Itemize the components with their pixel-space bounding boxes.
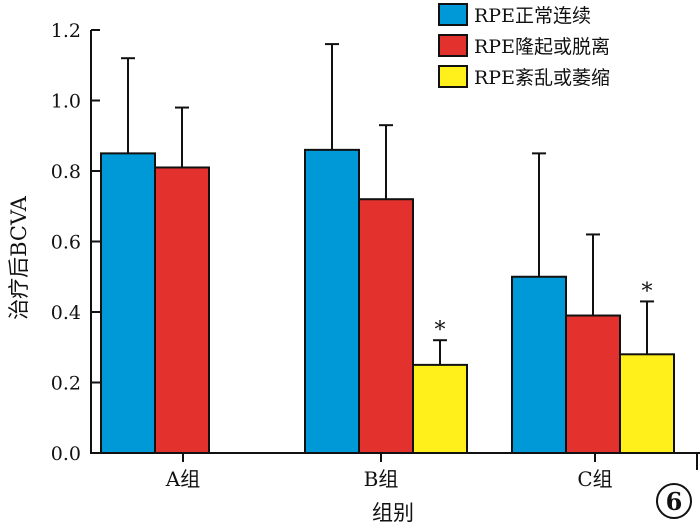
significance-marker: * xyxy=(435,318,446,343)
y-tick-label: 0.6 xyxy=(51,232,81,254)
badge-label: 6 xyxy=(666,487,683,516)
x-axis-title: 组别 xyxy=(372,501,414,525)
legend-label: RPE正常连续 xyxy=(474,5,591,27)
bar xyxy=(358,198,414,454)
bar xyxy=(511,275,567,454)
y-axis-title: 治疗后BCVA xyxy=(7,195,31,320)
error-bars: ** xyxy=(121,43,654,365)
y-tick-label: 1.0 xyxy=(51,91,81,113)
legend-swatch xyxy=(438,34,468,57)
legend-swatch xyxy=(438,3,468,26)
legend-label: RPE紊乱或萎缩 xyxy=(474,67,610,89)
x-tick-label: C组 xyxy=(577,467,612,491)
badge-circle xyxy=(656,483,692,519)
legend-swatch xyxy=(438,65,468,88)
bar xyxy=(619,353,675,454)
x-tick-label: B组 xyxy=(364,467,399,491)
significance-marker: * xyxy=(642,279,653,304)
y-tick-label: 0.0 xyxy=(51,443,81,465)
y-tick-label: 1.2 xyxy=(51,20,81,42)
y-tick-label: 0.8 xyxy=(51,161,81,183)
bar xyxy=(154,166,210,454)
figure-number-badge: 6 xyxy=(656,483,692,519)
y-tick-label: 0.2 xyxy=(51,373,81,395)
y-tick-label: 0.4 xyxy=(51,302,81,324)
x-tick-label: A组 xyxy=(165,467,200,491)
bar xyxy=(304,148,360,454)
legend-label: RPE隆起或脱离 xyxy=(474,36,610,58)
bar xyxy=(412,363,468,454)
bar xyxy=(100,152,156,454)
x-tick-labels: A组 B组 C组 xyxy=(165,453,613,491)
bars xyxy=(100,148,675,454)
y-ticks: 0.0 0.2 0.4 0.6 0.8 1.0 1.2 xyxy=(51,20,100,465)
bar xyxy=(565,314,621,454)
legend: RPE正常连续 RPE隆起或脱离 RPE紊乱或萎缩 xyxy=(438,3,610,89)
